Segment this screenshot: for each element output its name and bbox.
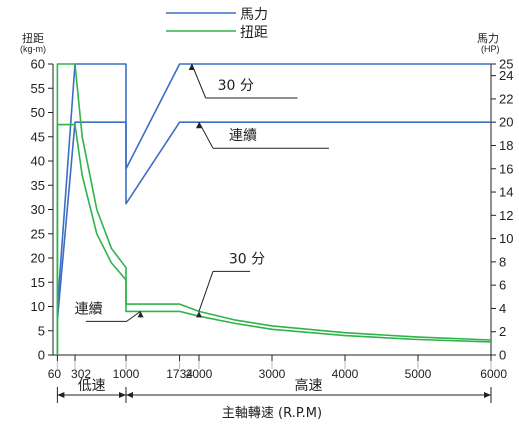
x-tick-label: 1000 xyxy=(113,367,140,381)
range-label-low: 低速 xyxy=(78,378,106,394)
left-tick-label: 40 xyxy=(31,154,45,169)
plot-area: 0510152025303540455055600246810121416182… xyxy=(31,57,514,382)
right-tick-label: 4 xyxy=(499,301,506,316)
right-tick-label: 10 xyxy=(499,231,513,246)
annotation-label: 30 分 xyxy=(218,78,254,94)
left-tick-label: 45 xyxy=(31,129,45,144)
annotation-arrowhead xyxy=(196,122,202,129)
series-group xyxy=(56,63,492,355)
x-tick-label: 4000 xyxy=(332,367,359,381)
power-curve-0 xyxy=(56,63,491,309)
right-tick-label: 16 xyxy=(499,161,513,176)
right-tick-label: 8 xyxy=(499,254,506,269)
left-tick-label: 55 xyxy=(31,81,45,96)
range-arrow-left xyxy=(57,392,65,398)
x-tick-label: 2000 xyxy=(186,367,213,381)
torque-curve-3 xyxy=(56,123,492,355)
x-tick-label: 1734 xyxy=(166,367,193,381)
left-tick-label: 35 xyxy=(31,178,45,193)
right-axis-unit: (HP) xyxy=(481,44,500,54)
right-tick-label: 12 xyxy=(499,208,513,223)
right-tick-label: 24 xyxy=(499,68,513,83)
annotation-leader xyxy=(198,121,214,149)
left-axis-unit: (kg-m) xyxy=(20,44,46,54)
legend: 馬力 扭距 xyxy=(166,7,268,41)
left-tick-label: 15 xyxy=(31,275,45,290)
right-tick-label: 20 xyxy=(499,115,513,130)
right-tick-label: 2 xyxy=(499,324,506,339)
range-arrow-left xyxy=(126,392,133,398)
x-tick-label: 3000 xyxy=(259,367,286,381)
annotation-arrowhead xyxy=(137,311,144,318)
left-tick-label: 30 xyxy=(31,202,45,217)
power-curve-1 xyxy=(56,121,491,321)
annotation-arrowhead xyxy=(188,64,195,70)
left-tick-label: 0 xyxy=(38,348,45,363)
annotation-label: 連續 xyxy=(229,128,257,144)
left-axis-title: 扭距 xyxy=(22,31,44,45)
left-tick-label: 60 xyxy=(31,57,45,72)
left-tick-label: 20 xyxy=(31,251,45,266)
right-tick-label: 14 xyxy=(499,185,513,200)
right-tick-label: 0 xyxy=(499,348,506,363)
legend-label-torque: 扭距 xyxy=(240,25,268,41)
x-tick-label: 60 xyxy=(48,367,62,381)
annotation-label: 30 分 xyxy=(229,251,265,267)
right-axis-title: 馬力 xyxy=(477,32,499,45)
x-axis-title: 主軸轉速 (R.P.M) xyxy=(222,406,322,421)
legend-label-power: 馬力 xyxy=(240,7,268,23)
range-arrow-right xyxy=(484,392,491,398)
range-arrow-right xyxy=(119,392,126,398)
torque-curve-2 xyxy=(56,63,492,355)
left-tick-label: 25 xyxy=(31,226,45,241)
speed-ranges: 低速 高速 xyxy=(56,377,492,403)
right-tick-label: 6 xyxy=(499,278,506,293)
x-tick-label: 6000 xyxy=(480,367,507,381)
right-tick-label: 25 xyxy=(499,57,513,72)
annotation-label: 連續 xyxy=(75,301,103,317)
annotation-leader xyxy=(198,271,214,312)
x-tick-label: 5000 xyxy=(405,367,432,381)
right-tick-label: 22 xyxy=(499,91,513,106)
left-tick-label: 50 xyxy=(31,105,45,120)
annotation-leader xyxy=(126,310,141,322)
range-label-high: 高速 xyxy=(295,377,323,394)
annotation-arrowhead xyxy=(196,311,202,318)
left-tick-label: 5 xyxy=(38,323,45,338)
right-tick-label: 18 xyxy=(499,138,513,153)
left-tick-label: 10 xyxy=(31,299,45,314)
x-tick-label: 302 xyxy=(71,367,91,381)
